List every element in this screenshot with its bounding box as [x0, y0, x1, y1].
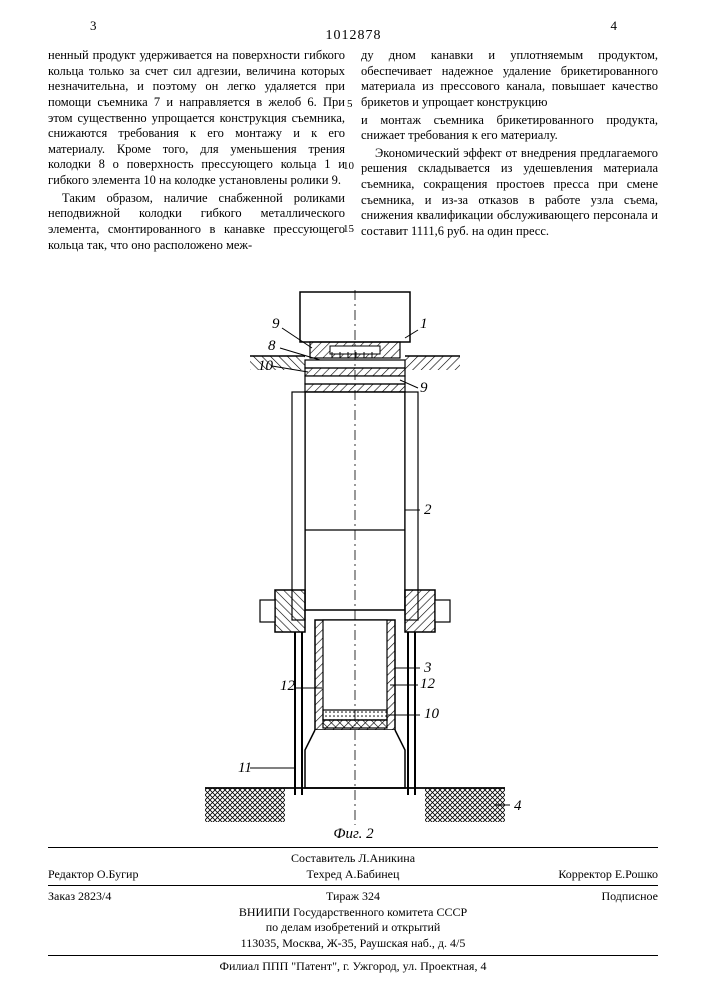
- footer-composer-row: Составитель Л.Аникина: [48, 851, 658, 867]
- label-12a: 12: [280, 678, 296, 694]
- techred: Техред А.Бабинец: [251, 867, 454, 883]
- footer-rule-3: [48, 955, 658, 956]
- footer-org1: ВНИИПИ Государственного комитета СССР: [48, 905, 658, 921]
- label-4: 4: [514, 798, 522, 814]
- line-mark-10: 10: [343, 160, 354, 174]
- order: Заказ 2823/4: [48, 889, 251, 905]
- text-columns: ненный продукт удерживается на поверхнос…: [48, 48, 658, 255]
- footer-org2: по делам изобретений и открытий: [48, 920, 658, 936]
- footer-order-row: Заказ 2823/4 Тираж 324 Подписное: [48, 889, 658, 905]
- line-mark-15: 15: [343, 223, 354, 237]
- footer-block: Составитель Л.Аникина Редактор О.Бугир Т…: [48, 844, 658, 974]
- label-1: 1: [420, 316, 428, 332]
- line-mark-5: 5: [347, 98, 353, 112]
- podpisnoe: Подписное: [455, 889, 658, 905]
- label-2: 2: [424, 502, 432, 518]
- footer-rule-2: [48, 885, 658, 886]
- label-9b: 9: [420, 380, 428, 396]
- right-column: 5 10 15 ду дном канавки и уплотняемым пр…: [361, 48, 658, 255]
- filial: Филиал ППП "Патент", г. Ужгород, ул. Про…: [220, 959, 487, 975]
- right-para-1: ду дном канавки и уплотняемым продуктом,…: [361, 48, 658, 111]
- org1: ВНИИПИ Государственного комитета СССР: [239, 905, 467, 921]
- label-12b: 12: [420, 676, 436, 692]
- left-column: ненный продукт удерживается на поверхнос…: [48, 48, 345, 255]
- figure-svg: 9 8 10 1 9 2 3 12 12 10 11 4: [0, 290, 707, 830]
- right-para-2: и монтаж съемника брикетированного проду…: [361, 113, 658, 144]
- footer-filial: Филиал ППП "Патент", г. Ужгород, ул. Про…: [48, 959, 658, 975]
- figure-caption: Фиг. 2: [0, 826, 707, 843]
- address: 113035, Москва, Ж-35, Раушская наб., д. …: [241, 936, 466, 952]
- org2: по делам изобретений и открытий: [266, 920, 441, 936]
- figure-2: 9 8 10 1 9 2 3 12 12 10 11 4: [0, 290, 707, 830]
- corrector: Корректор Е.Рошко: [455, 867, 658, 883]
- document-number: 1012878: [0, 28, 707, 44]
- label-3: 3: [423, 660, 432, 676]
- footer-editor-row: Редактор О.Бугир Техред А.Бабинец Коррек…: [48, 867, 658, 883]
- footer-rule-1: [48, 847, 658, 848]
- label-10a: 10: [258, 358, 274, 374]
- label-10b: 10: [424, 706, 440, 722]
- right-para-3: Экономический эффект от внедрения предла…: [361, 146, 658, 240]
- label-9a: 9: [272, 316, 280, 332]
- tirazh: Тираж 324: [251, 889, 454, 905]
- left-para-1: ненный продукт удерживается на поверхнос…: [48, 48, 345, 189]
- footer-address: 113035, Москва, Ж-35, Раушская наб., д. …: [48, 936, 658, 952]
- left-para-2: Таким образом, наличие снабженной ролика…: [48, 191, 345, 254]
- label-8: 8: [268, 338, 276, 354]
- label-11: 11: [238, 760, 252, 776]
- editor: Редактор О.Бугир: [48, 867, 251, 883]
- composer: Составитель Л.Аникина: [291, 851, 415, 867]
